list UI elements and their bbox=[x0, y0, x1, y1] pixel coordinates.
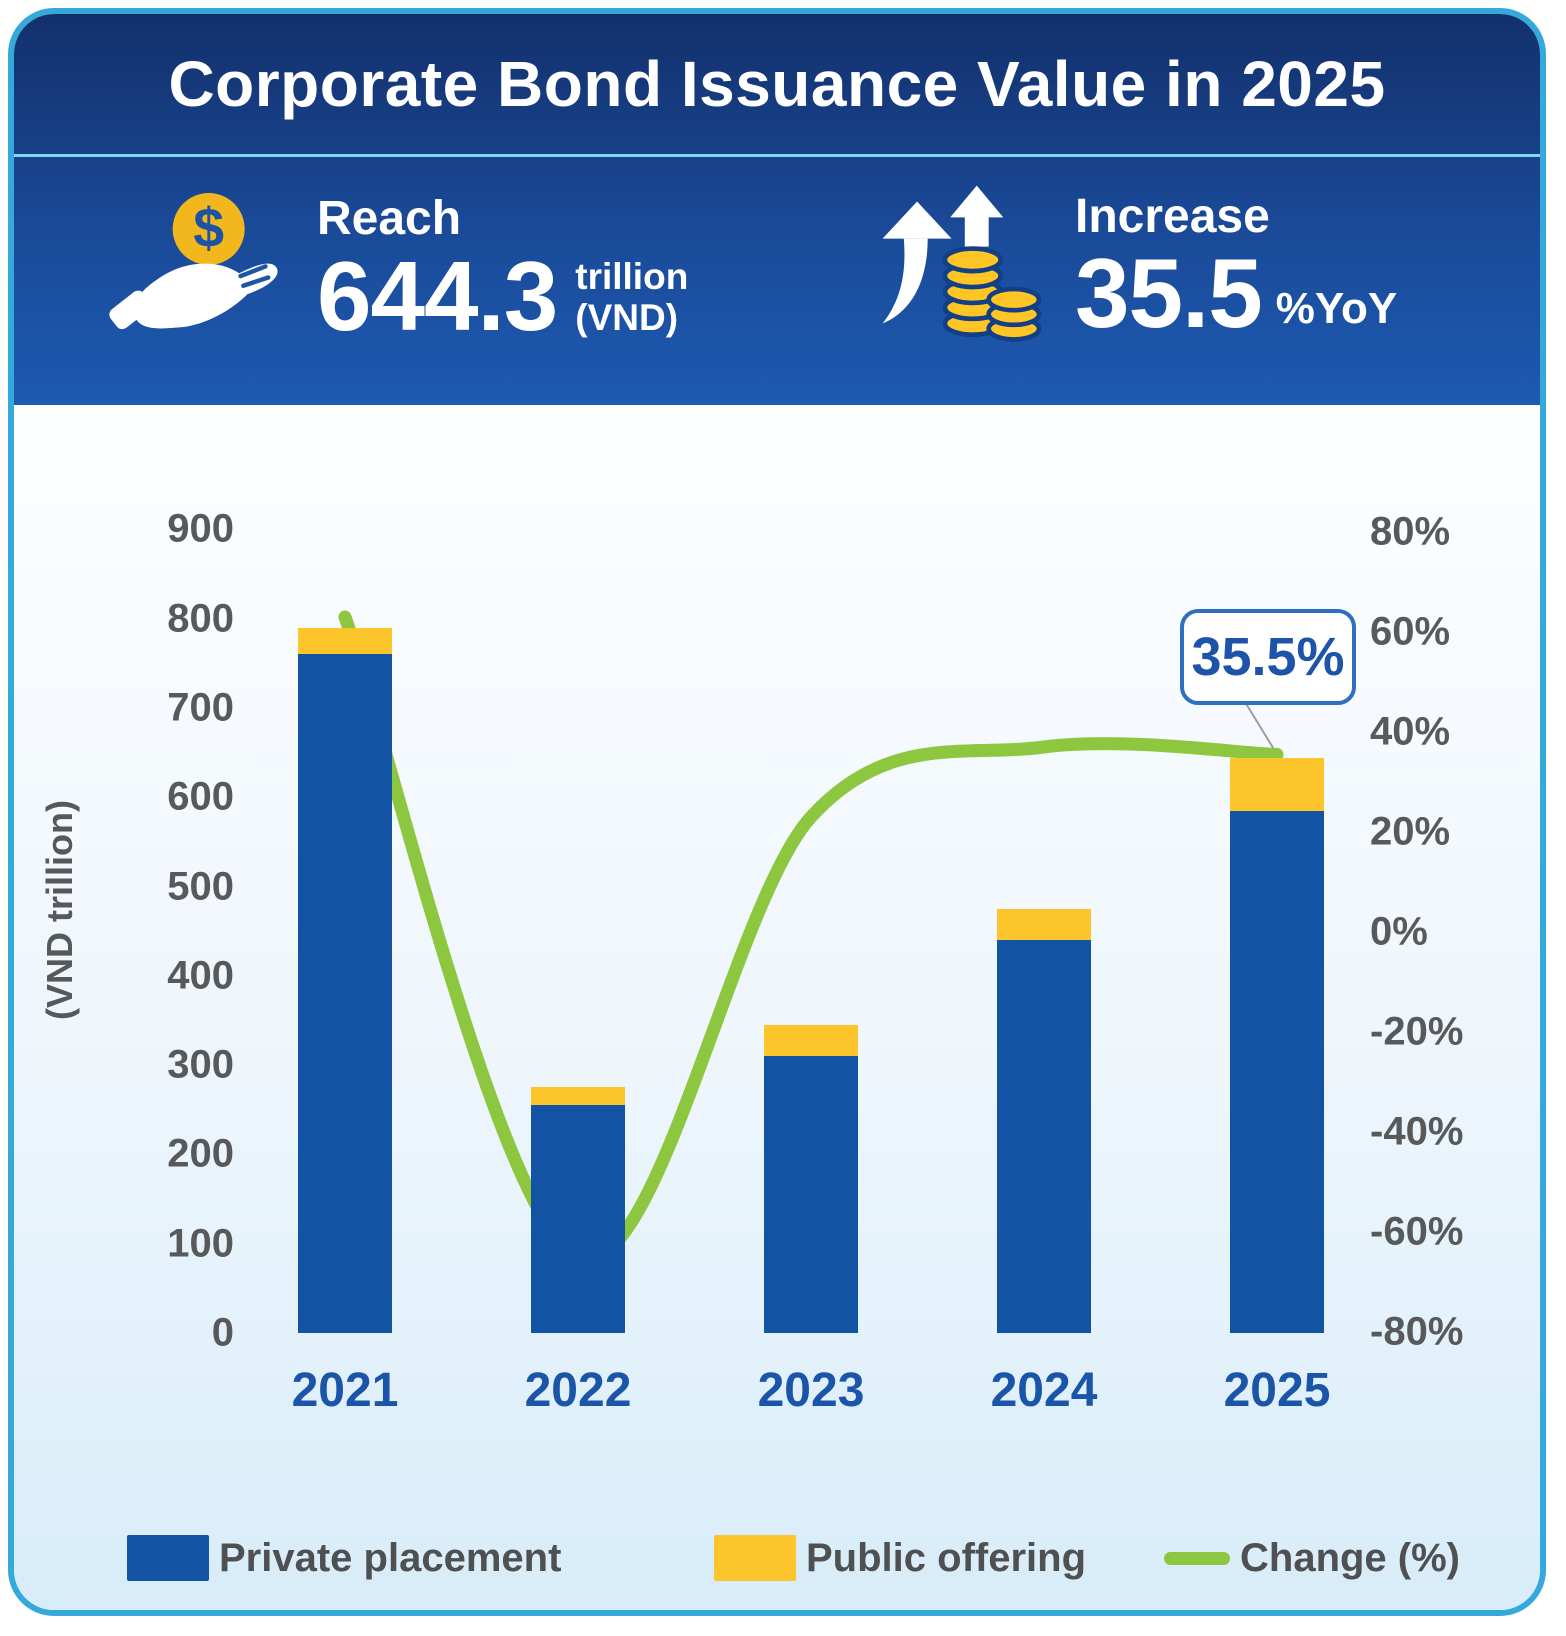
svg-text:$: $ bbox=[193, 197, 224, 259]
stat-reach-unit-top: trillion bbox=[575, 256, 689, 298]
stat-reach-units: trillion (VND) bbox=[575, 257, 688, 338]
bar-segment-public-offering bbox=[298, 627, 392, 655]
bar-segment-public-offering bbox=[1230, 757, 1324, 811]
chart-area: (VND trillion) 35.5% Private placement P… bbox=[14, 405, 1540, 1610]
stat-increase-text: Increase 35.5 %YoY bbox=[1075, 189, 1398, 349]
bar-segment-public-offering bbox=[764, 1024, 858, 1057]
legend-label-public-offering: Public offering bbox=[806, 1535, 1086, 1580]
stat-increase-unit: %YoY bbox=[1275, 284, 1398, 334]
header-divider bbox=[14, 154, 1540, 157]
stat-reach: $ Reach 644.3 bbox=[109, 185, 688, 350]
legend-swatch-public-offering bbox=[714, 1535, 796, 1581]
bar-segment-private-placement bbox=[1230, 810, 1324, 1333]
chart-legend: Private placement Public offering Change… bbox=[14, 1533, 1540, 1583]
left-axis-tick: 400 bbox=[167, 953, 234, 998]
x-axis-label-2022: 2022 bbox=[524, 1364, 632, 1417]
stat-increase-value: 35.5 bbox=[1075, 238, 1263, 349]
stat-increase: Increase 35.5 %YoY bbox=[872, 175, 1397, 355]
right-axis-tick: -60% bbox=[1370, 1209, 1464, 1254]
left-axis-tick: 700 bbox=[167, 685, 234, 730]
bar-segment-public-offering bbox=[997, 908, 1091, 941]
left-axis-tick: 300 bbox=[167, 1042, 234, 1087]
callout-connector bbox=[1241, 696, 1276, 752]
page-title: Corporate Bond Issuance Value in 2025 bbox=[168, 48, 1386, 120]
right-axis-tick: 20% bbox=[1370, 809, 1451, 854]
left-axis-tick: 100 bbox=[167, 1221, 234, 1266]
header: Corporate Bond Issuance Value in 2025 $ bbox=[14, 14, 1540, 405]
stats-row: $ Reach 644.3 bbox=[14, 157, 1540, 405]
stacked-bar-2025 bbox=[1230, 757, 1324, 1333]
legend-label-private-placement: Private placement bbox=[219, 1535, 562, 1580]
x-axis-label-2025: 2025 bbox=[1223, 1364, 1331, 1417]
left-axis-tick: 500 bbox=[167, 864, 234, 908]
stat-reach-text: Reach 644.3 trillion (VND) bbox=[317, 192, 688, 351]
legend-item-public-offering: Public offering bbox=[714, 1533, 1086, 1583]
left-axis-tick: 600 bbox=[167, 774, 234, 819]
x-axis-label-2023: 2023 bbox=[757, 1364, 865, 1417]
left-axis-tick: 800 bbox=[167, 596, 234, 641]
bar-segment-private-placement bbox=[531, 1105, 625, 1333]
bar-segment-private-placement bbox=[764, 1056, 858, 1333]
legend-swatch-change-line bbox=[1164, 1551, 1230, 1565]
title-bar: Corporate Bond Issuance Value in 2025 bbox=[14, 14, 1540, 154]
stacked-bar-2024 bbox=[997, 908, 1091, 1333]
x-axis-label-2024: 2024 bbox=[990, 1364, 1098, 1417]
right-axis-tick: 40% bbox=[1370, 709, 1451, 754]
legend-label-change: Change (%) bbox=[1240, 1535, 1460, 1580]
bar-segment-private-placement bbox=[298, 654, 392, 1333]
legend-swatch-private-placement bbox=[127, 1535, 209, 1581]
right-axis-tick: 0% bbox=[1370, 909, 1428, 954]
change-callout: 35.5% bbox=[1180, 609, 1356, 705]
left-axis-tick: 900 bbox=[167, 506, 234, 551]
stat-reach-label: Reach bbox=[317, 192, 462, 246]
left-axis-tick: 0 bbox=[211, 1310, 234, 1355]
stacked-bar-2022 bbox=[531, 1087, 625, 1333]
stat-reach-unit-bottom: (VND) bbox=[575, 297, 679, 339]
stat-increase-label: Increase bbox=[1075, 189, 1270, 243]
legend-item-change: Change (%) bbox=[1164, 1533, 1460, 1583]
right-axis-tick: -80% bbox=[1370, 1309, 1464, 1354]
x-axis-label-2021: 2021 bbox=[291, 1364, 399, 1417]
coins-up-icon bbox=[872, 175, 1047, 355]
right-axis-tick: 60% bbox=[1370, 609, 1451, 654]
infographic-card: Corporate Bond Issuance Value in 2025 $ bbox=[8, 8, 1546, 1616]
hand-coin-icon: $ bbox=[109, 185, 289, 350]
left-axis-tick: 200 bbox=[167, 1131, 234, 1176]
right-axis-tick: 80% bbox=[1370, 509, 1451, 554]
legend-item-private-placement: Private placement bbox=[127, 1533, 561, 1583]
stacked-bar-2023 bbox=[764, 1024, 858, 1333]
stat-reach-value: 644.3 bbox=[317, 240, 558, 351]
bar-segment-private-placement bbox=[997, 940, 1091, 1333]
bar-segment-public-offering bbox=[531, 1087, 625, 1106]
right-axis-tick: -40% bbox=[1370, 1109, 1464, 1154]
stacked-bar-2021 bbox=[298, 627, 392, 1333]
right-axis-tick: -20% bbox=[1370, 1009, 1464, 1054]
